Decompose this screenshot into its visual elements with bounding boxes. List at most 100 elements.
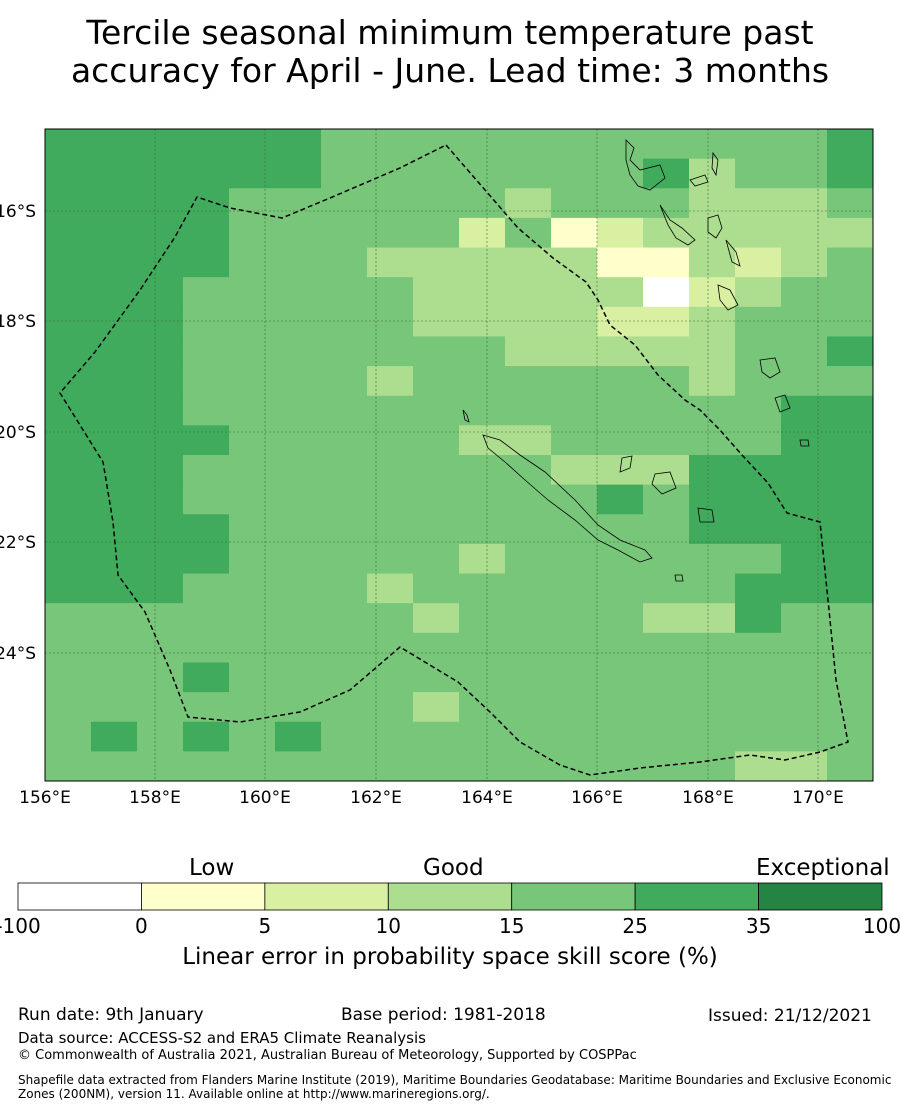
skill-cell xyxy=(827,484,874,515)
skill-cell xyxy=(321,573,368,604)
skill-cell xyxy=(45,543,92,575)
skill-cell xyxy=(689,395,736,426)
skill-cell xyxy=(137,395,184,426)
skill-cell xyxy=(275,632,322,663)
skill-cell xyxy=(367,366,414,397)
skill-cell xyxy=(597,662,644,693)
skill-cell xyxy=(643,514,690,545)
skill-cell xyxy=(275,751,322,782)
skill-cell xyxy=(229,514,276,545)
skill-cell xyxy=(321,188,368,219)
skill-cell xyxy=(91,662,138,693)
skill-cell xyxy=(689,277,736,308)
skill-cell xyxy=(597,247,644,278)
skill-cell xyxy=(183,603,230,634)
skill-cell xyxy=(183,721,230,752)
skill-cell xyxy=(137,425,184,456)
skill-cell xyxy=(183,751,230,782)
skill-cell xyxy=(321,306,368,337)
skill-cell xyxy=(229,632,276,663)
island-outline xyxy=(697,507,715,523)
skill-cell xyxy=(459,366,506,397)
skill-cell xyxy=(459,484,506,515)
skill-cell xyxy=(735,721,782,752)
skill-cell xyxy=(505,129,552,160)
skill-cell xyxy=(91,751,138,782)
skill-cell xyxy=(643,721,690,752)
island-outline xyxy=(711,151,719,177)
skill-cell xyxy=(275,395,322,426)
skill-cell xyxy=(735,751,782,782)
skill-cell xyxy=(643,306,690,337)
skill-cell xyxy=(643,632,690,663)
skill-cell xyxy=(91,455,138,486)
colorbar-category-exceptional: Exceptional xyxy=(756,855,890,881)
skill-cell xyxy=(827,455,874,486)
map-title-line1: Tercile seasonal minimum temperature pas… xyxy=(86,13,814,52)
skill-cell xyxy=(505,573,552,604)
latitude-tick-label: 18°S xyxy=(0,312,36,332)
skill-cell xyxy=(321,366,368,397)
skill-cell xyxy=(91,366,138,397)
skill-cell xyxy=(229,188,276,219)
skill-cell xyxy=(321,692,368,723)
skill-cell xyxy=(183,277,230,308)
skill-cell xyxy=(183,632,230,663)
skill-cell xyxy=(91,336,138,367)
longitude-labels: 156°E 158°E 160°E 162°E 164°E 166°E 168°E 170°E xyxy=(19,788,844,808)
skill-cell xyxy=(505,455,552,486)
skill-cell xyxy=(781,158,828,189)
skill-cell xyxy=(367,217,414,249)
island-outline xyxy=(462,409,470,423)
longitude-tick-label: 160°E xyxy=(239,788,291,808)
skill-cell xyxy=(183,336,230,367)
skill-cell xyxy=(505,543,552,575)
island-outline xyxy=(774,394,791,413)
colorbar-category-good: Good xyxy=(423,855,484,881)
colorbar-tick-label: 10 xyxy=(376,914,401,938)
skill-cell xyxy=(689,366,736,397)
skill-cell xyxy=(413,603,460,634)
skill-cell xyxy=(137,217,184,249)
skill-cell xyxy=(183,188,230,219)
skill-cell xyxy=(91,484,138,515)
map-frame xyxy=(44,128,874,782)
skill-cell xyxy=(551,277,598,308)
skill-cell xyxy=(229,247,276,278)
skill-cell xyxy=(781,721,828,752)
skill-cell xyxy=(45,336,92,367)
skill-cell xyxy=(183,395,230,426)
skill-cell xyxy=(735,217,782,249)
skill-cell xyxy=(91,603,138,634)
longitude-tick-label: 156°E xyxy=(19,788,71,808)
colorbar-swatch xyxy=(511,882,636,911)
skill-cell xyxy=(413,366,460,397)
skill-cell xyxy=(551,632,598,663)
skill-cell xyxy=(367,514,414,545)
skill-cell xyxy=(735,129,782,160)
skill-cell xyxy=(689,425,736,456)
skill-cell xyxy=(505,662,552,693)
skill-cell xyxy=(321,721,368,752)
skill-cell xyxy=(229,455,276,486)
skill-cell xyxy=(183,573,230,604)
skill-cell xyxy=(367,395,414,426)
shapefile-credit: Shapefile data extracted from Flanders M… xyxy=(18,1073,892,1101)
skill-cell xyxy=(781,129,828,160)
skill-cell xyxy=(597,306,644,337)
skill-cell xyxy=(229,366,276,397)
skill-cell xyxy=(45,692,92,723)
skill-cell xyxy=(367,543,414,575)
skill-cell xyxy=(321,158,368,189)
skill-cell xyxy=(413,395,460,426)
skill-cell xyxy=(45,721,92,752)
skill-cell xyxy=(45,217,92,249)
skill-cell xyxy=(597,632,644,663)
skill-cell xyxy=(643,188,690,219)
skill-cell xyxy=(551,247,598,278)
skill-cell xyxy=(551,336,598,367)
skill-cell xyxy=(229,306,276,337)
skill-cell xyxy=(137,366,184,397)
skill-cell xyxy=(275,217,322,249)
skill-cell xyxy=(413,217,460,249)
